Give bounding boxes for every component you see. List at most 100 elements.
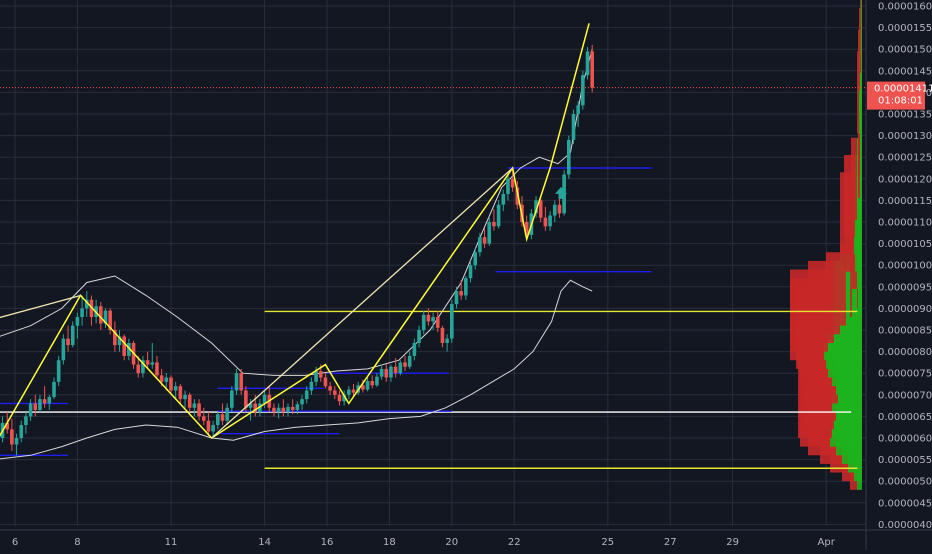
candle — [173, 381, 178, 400]
candle-body — [164, 377, 169, 382]
candle-body — [407, 355, 412, 367]
candle-body — [211, 425, 215, 432]
candle-body — [169, 377, 173, 391]
candle — [426, 308, 431, 326]
candle — [309, 377, 314, 395]
candle — [272, 403, 276, 417]
candle — [42, 386, 47, 408]
candle — [431, 312, 435, 330]
candle-body — [70, 325, 75, 346]
candle — [393, 358, 398, 378]
candle — [403, 355, 407, 372]
candle-body — [258, 403, 262, 413]
candle — [122, 334, 126, 361]
candle — [113, 321, 117, 352]
candle-body — [435, 317, 440, 328]
volume-bar-up — [861, 0, 862, 73]
candle-body — [230, 390, 234, 408]
candle — [365, 377, 370, 392]
candle-body — [342, 394, 346, 402]
candle — [206, 412, 211, 436]
candle-body — [440, 327, 445, 343]
candles[interactable] — [0, 44, 594, 456]
candle-body — [262, 394, 267, 404]
candle-body — [14, 438, 19, 445]
volume-profile — [790, 0, 862, 490]
candle-body — [337, 394, 342, 402]
candle-body — [333, 390, 337, 395]
candle-body — [220, 414, 225, 421]
x-tick-label: Apr — [818, 537, 836, 548]
candle — [398, 360, 403, 376]
candle-body — [543, 217, 548, 227]
x-tick-label: 16 — [321, 537, 334, 548]
candle-body — [431, 317, 435, 322]
x-tick-label: 29 — [726, 537, 739, 548]
candle-body — [398, 362, 403, 374]
candle-body — [117, 336, 122, 346]
bollinger-bands — [0, 49, 593, 460]
candle — [496, 200, 501, 229]
volume-bar-down — [859, 8, 860, 91]
candle-body — [515, 187, 520, 205]
candle-body — [201, 416, 206, 421]
candle-body — [389, 366, 393, 378]
candle — [56, 355, 61, 387]
candle — [295, 401, 300, 415]
candle-body — [159, 375, 164, 382]
candle-body — [127, 342, 131, 356]
x-tick-label: 11 — [165, 537, 178, 548]
candle — [108, 308, 112, 335]
candle — [290, 399, 295, 415]
candle — [258, 399, 262, 417]
candle — [337, 390, 342, 406]
candle — [389, 364, 393, 382]
candle — [333, 386, 337, 400]
candle-body — [197, 403, 201, 417]
price-tag-countdown: 01:08:01 — [878, 96, 923, 107]
candle-body — [225, 407, 229, 421]
candle — [141, 355, 145, 378]
candle — [99, 301, 103, 330]
candle — [384, 364, 389, 382]
candle-body — [487, 222, 492, 244]
candle — [506, 174, 510, 201]
candle-body — [557, 204, 562, 214]
zigzag-line — [0, 23, 590, 439]
trend-line — [211, 167, 514, 439]
volume-bar-down — [844, 155, 855, 238]
candle-body — [510, 178, 515, 188]
candle — [262, 390, 267, 408]
candle — [590, 44, 594, 93]
candle-body — [318, 371, 323, 378]
candle-body — [309, 381, 314, 391]
candle — [225, 403, 229, 426]
volume-bar-down — [840, 243, 846, 326]
candle-body — [496, 204, 501, 227]
candle — [454, 286, 459, 309]
candle-body — [300, 399, 304, 405]
candle-body — [492, 222, 496, 227]
candle-body — [187, 394, 192, 408]
price-tag: 0.00001411 01:08:01 — [867, 81, 932, 110]
candle — [169, 375, 173, 395]
candle — [581, 70, 585, 110]
candle — [103, 308, 108, 328]
candle — [534, 196, 538, 218]
candle — [183, 390, 187, 408]
candle-body — [216, 414, 220, 426]
candle-body — [33, 403, 38, 410]
candle — [155, 355, 159, 378]
candle-body — [19, 425, 24, 438]
candle-body — [155, 362, 159, 376]
time-axis[interactable]: 6 8 11 14 16 18 20 22 25 27 29 Apr — [12, 537, 836, 548]
candle-body — [351, 389, 356, 393]
candle-body — [253, 403, 258, 413]
